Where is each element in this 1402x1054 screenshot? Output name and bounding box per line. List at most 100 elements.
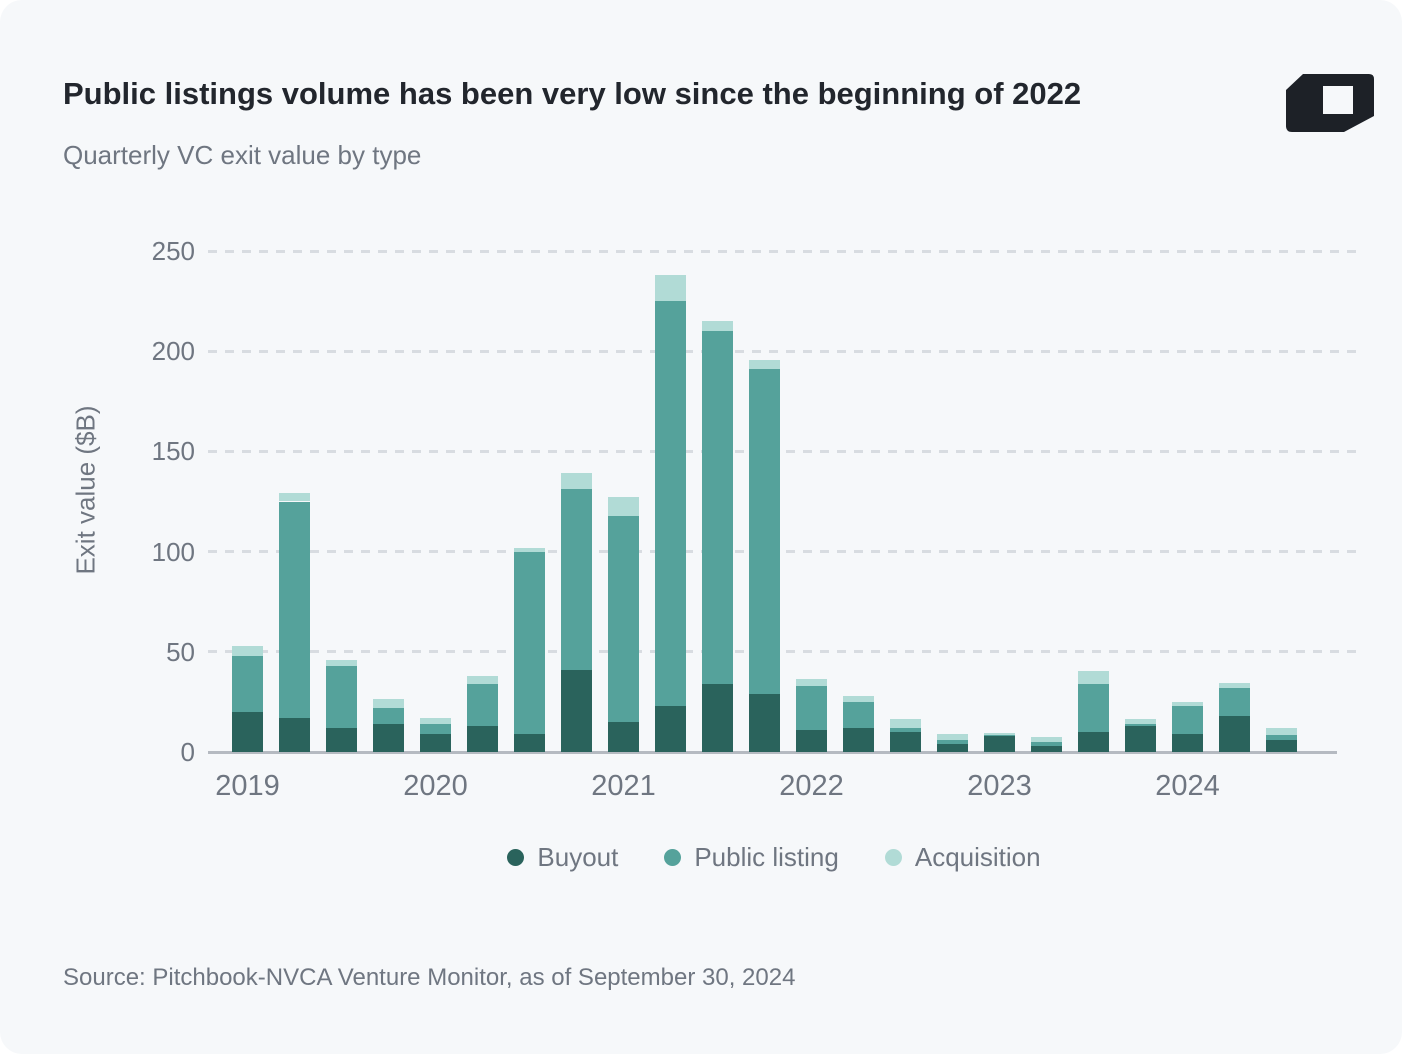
bar-segment-public-listing-q1-2024: [1172, 705, 1203, 734]
bar-segment-acquisition-q1-2021: [608, 497, 639, 516]
gridline-250: [208, 249, 1360, 253]
bar-segment-acquisition-q1-2019: [232, 645, 263, 656]
bar-segment-acquisition-q3-2023: [1078, 670, 1109, 684]
bar-segment-buyout-q1-2019: [232, 711, 263, 752]
bar-segment-acquisition-q2-2021: [655, 275, 686, 302]
bar-segment-public-listing-q3-2022: [890, 727, 921, 732]
bar-segment-public-listing-q4-2023: [1125, 723, 1156, 726]
brand-logo-icon: [1286, 74, 1374, 132]
bar-segment-buyout-q4-2021: [749, 693, 780, 752]
bar-segment-buyout-q2-2024: [1219, 715, 1250, 752]
bar-segment-acquisition-q4-2021: [749, 360, 780, 370]
bar-segment-public-listing-q3-2024: [1266, 734, 1297, 740]
legend-dot-public-listing: [664, 849, 682, 866]
legend-item-buyout: Buyout: [507, 842, 618, 873]
bar-segment-buyout-q1-2023: [984, 735, 1015, 752]
bar-segment-buyout-q4-2019: [373, 723, 404, 752]
bar-segment-buyout-q1-2022: [796, 729, 827, 752]
bar-segment-acquisition-q4-2022: [937, 733, 968, 740]
legend-label-public-listing: Public listing: [694, 842, 839, 872]
bar-segment-buyout-q2-2019: [279, 717, 310, 752]
x-tick-label-2020: 2020: [403, 770, 468, 802]
bar-segment-acquisition-q4-2019: [373, 698, 404, 708]
bar-segment-public-listing-q4-2022: [937, 739, 968, 744]
x-tick-label-2023: 2023: [967, 770, 1032, 802]
bar-segment-acquisition-q1-2022: [796, 678, 827, 686]
bar-segment-public-listing-q2-2023: [1031, 741, 1062, 746]
bar-segment-buyout-q3-2021: [702, 683, 733, 752]
y-tick-label-250: 250: [151, 236, 195, 266]
gridline-50: [208, 650, 1360, 654]
y-tick-label-50: 50: [166, 636, 195, 667]
bar-segment-acquisition-q2-2024: [1219, 682, 1250, 688]
chart-subtitle: Quarterly VC exit value by type: [63, 140, 422, 170]
bar-segment-public-listing-q3-2021: [702, 331, 733, 684]
bar-segment-acquisition-q2-2020: [467, 675, 498, 684]
bar-segment-public-listing-q3-2023: [1078, 683, 1109, 732]
bar-segment-acquisition-q1-2024: [1172, 701, 1203, 706]
bar-segment-acquisition-q3-2020: [514, 547, 545, 552]
bar-segment-public-listing-q1-2022: [796, 685, 827, 730]
bar-segment-buyout-q3-2024: [1266, 739, 1297, 752]
x-tick-label-2024: 2024: [1155, 770, 1220, 802]
x-tick-label-2022: 2022: [779, 770, 844, 802]
x-axis-line: [208, 750, 1337, 754]
bar-segment-public-listing-q1-2023: [984, 734, 1015, 736]
bar-segment-buyout-q1-2020: [420, 733, 451, 752]
source-note: Source: Pitchbook-NVCA Venture Monitor, …: [63, 964, 796, 991]
bar-segment-public-listing-q3-2020: [514, 551, 545, 734]
bar-segment-buyout-q4-2023: [1125, 725, 1156, 752]
bar-segment-acquisition-q3-2024: [1266, 727, 1297, 735]
legend-dot-acquisition: [884, 849, 902, 866]
bar-segment-acquisition-q2-2019: [279, 493, 310, 502]
bar-segment-acquisition-q3-2019: [326, 659, 357, 666]
bar-segment-public-listing-q2-2022: [843, 701, 874, 728]
bar-segment-public-listing-q4-2020: [561, 489, 592, 670]
bar-segment-buyout-q3-2020: [514, 733, 545, 752]
bar-segment-buyout-q2-2022: [843, 727, 874, 752]
legend-label-buyout: Buyout: [537, 842, 619, 872]
bar-segment-public-listing-q2-2021: [655, 301, 686, 706]
bar-segment-buyout-q3-2022: [890, 731, 921, 752]
bar-segment-acquisition-q1-2020: [420, 717, 451, 724]
legend: Buyout Public listing Acquisition: [208, 842, 1340, 873]
bar-segment-acquisition-q2-2023: [1031, 736, 1062, 742]
legend-item-acquisition: Acquisition: [884, 842, 1041, 873]
legend-item-public-listing: Public listing: [664, 842, 839, 873]
bar-segment-acquisition-q3-2022: [890, 718, 921, 728]
y-tick-label-100: 100: [151, 536, 195, 567]
bar-segment-public-listing-q1-2019: [232, 655, 263, 712]
y-tick-label-0: 0: [180, 737, 195, 767]
bar-segment-buyout-q4-2022: [937, 743, 968, 752]
gridline-100: [208, 550, 1360, 554]
bar-segment-public-listing-q1-2021: [608, 515, 639, 722]
bar-segment-buyout-q2-2023: [1031, 745, 1062, 752]
bar-segment-buyout-q2-2020: [467, 725, 498, 752]
bar-segment-acquisition-q3-2021: [702, 321, 733, 332]
bar-segment-public-listing-q4-2021: [749, 369, 780, 694]
bar-segment-public-listing-q3-2019: [326, 665, 357, 728]
bar-segment-acquisition-q2-2022: [843, 695, 874, 702]
y-tick-label-150: 150: [151, 436, 195, 467]
bar-segment-public-listing-q1-2020: [420, 723, 451, 734]
bar-segment-public-listing-q2-2024: [1219, 687, 1250, 716]
bar-segment-buyout-q3-2019: [326, 727, 357, 752]
x-tick-label-2019: 2019: [215, 770, 280, 802]
bar-segment-buyout-q2-2021: [655, 705, 686, 752]
bar-segment-buyout-q1-2021: [608, 721, 639, 752]
bar-segment-acquisition-q4-2023: [1125, 718, 1156, 724]
y-tick-label-200: 200: [151, 336, 195, 367]
gridline-150: [208, 449, 1360, 453]
x-tick-label-2021: 2021: [591, 770, 656, 802]
bar-segment-public-listing-q4-2019: [373, 707, 404, 724]
bar-segment-public-listing-q2-2020: [467, 683, 498, 726]
bar-segment-public-listing-q2-2019: [279, 501, 310, 718]
legend-dot-buyout: [507, 849, 525, 866]
chart-title: Public listings volume has been very low…: [63, 76, 1082, 111]
bar-segment-buyout-q1-2024: [1172, 733, 1203, 752]
legend-label-acquisition: Acquisition: [914, 842, 1041, 872]
bar-segment-acquisition-q1-2023: [984, 732, 1015, 735]
bar-segment-buyout-q4-2020: [561, 669, 592, 752]
gridline-200: [208, 349, 1360, 353]
